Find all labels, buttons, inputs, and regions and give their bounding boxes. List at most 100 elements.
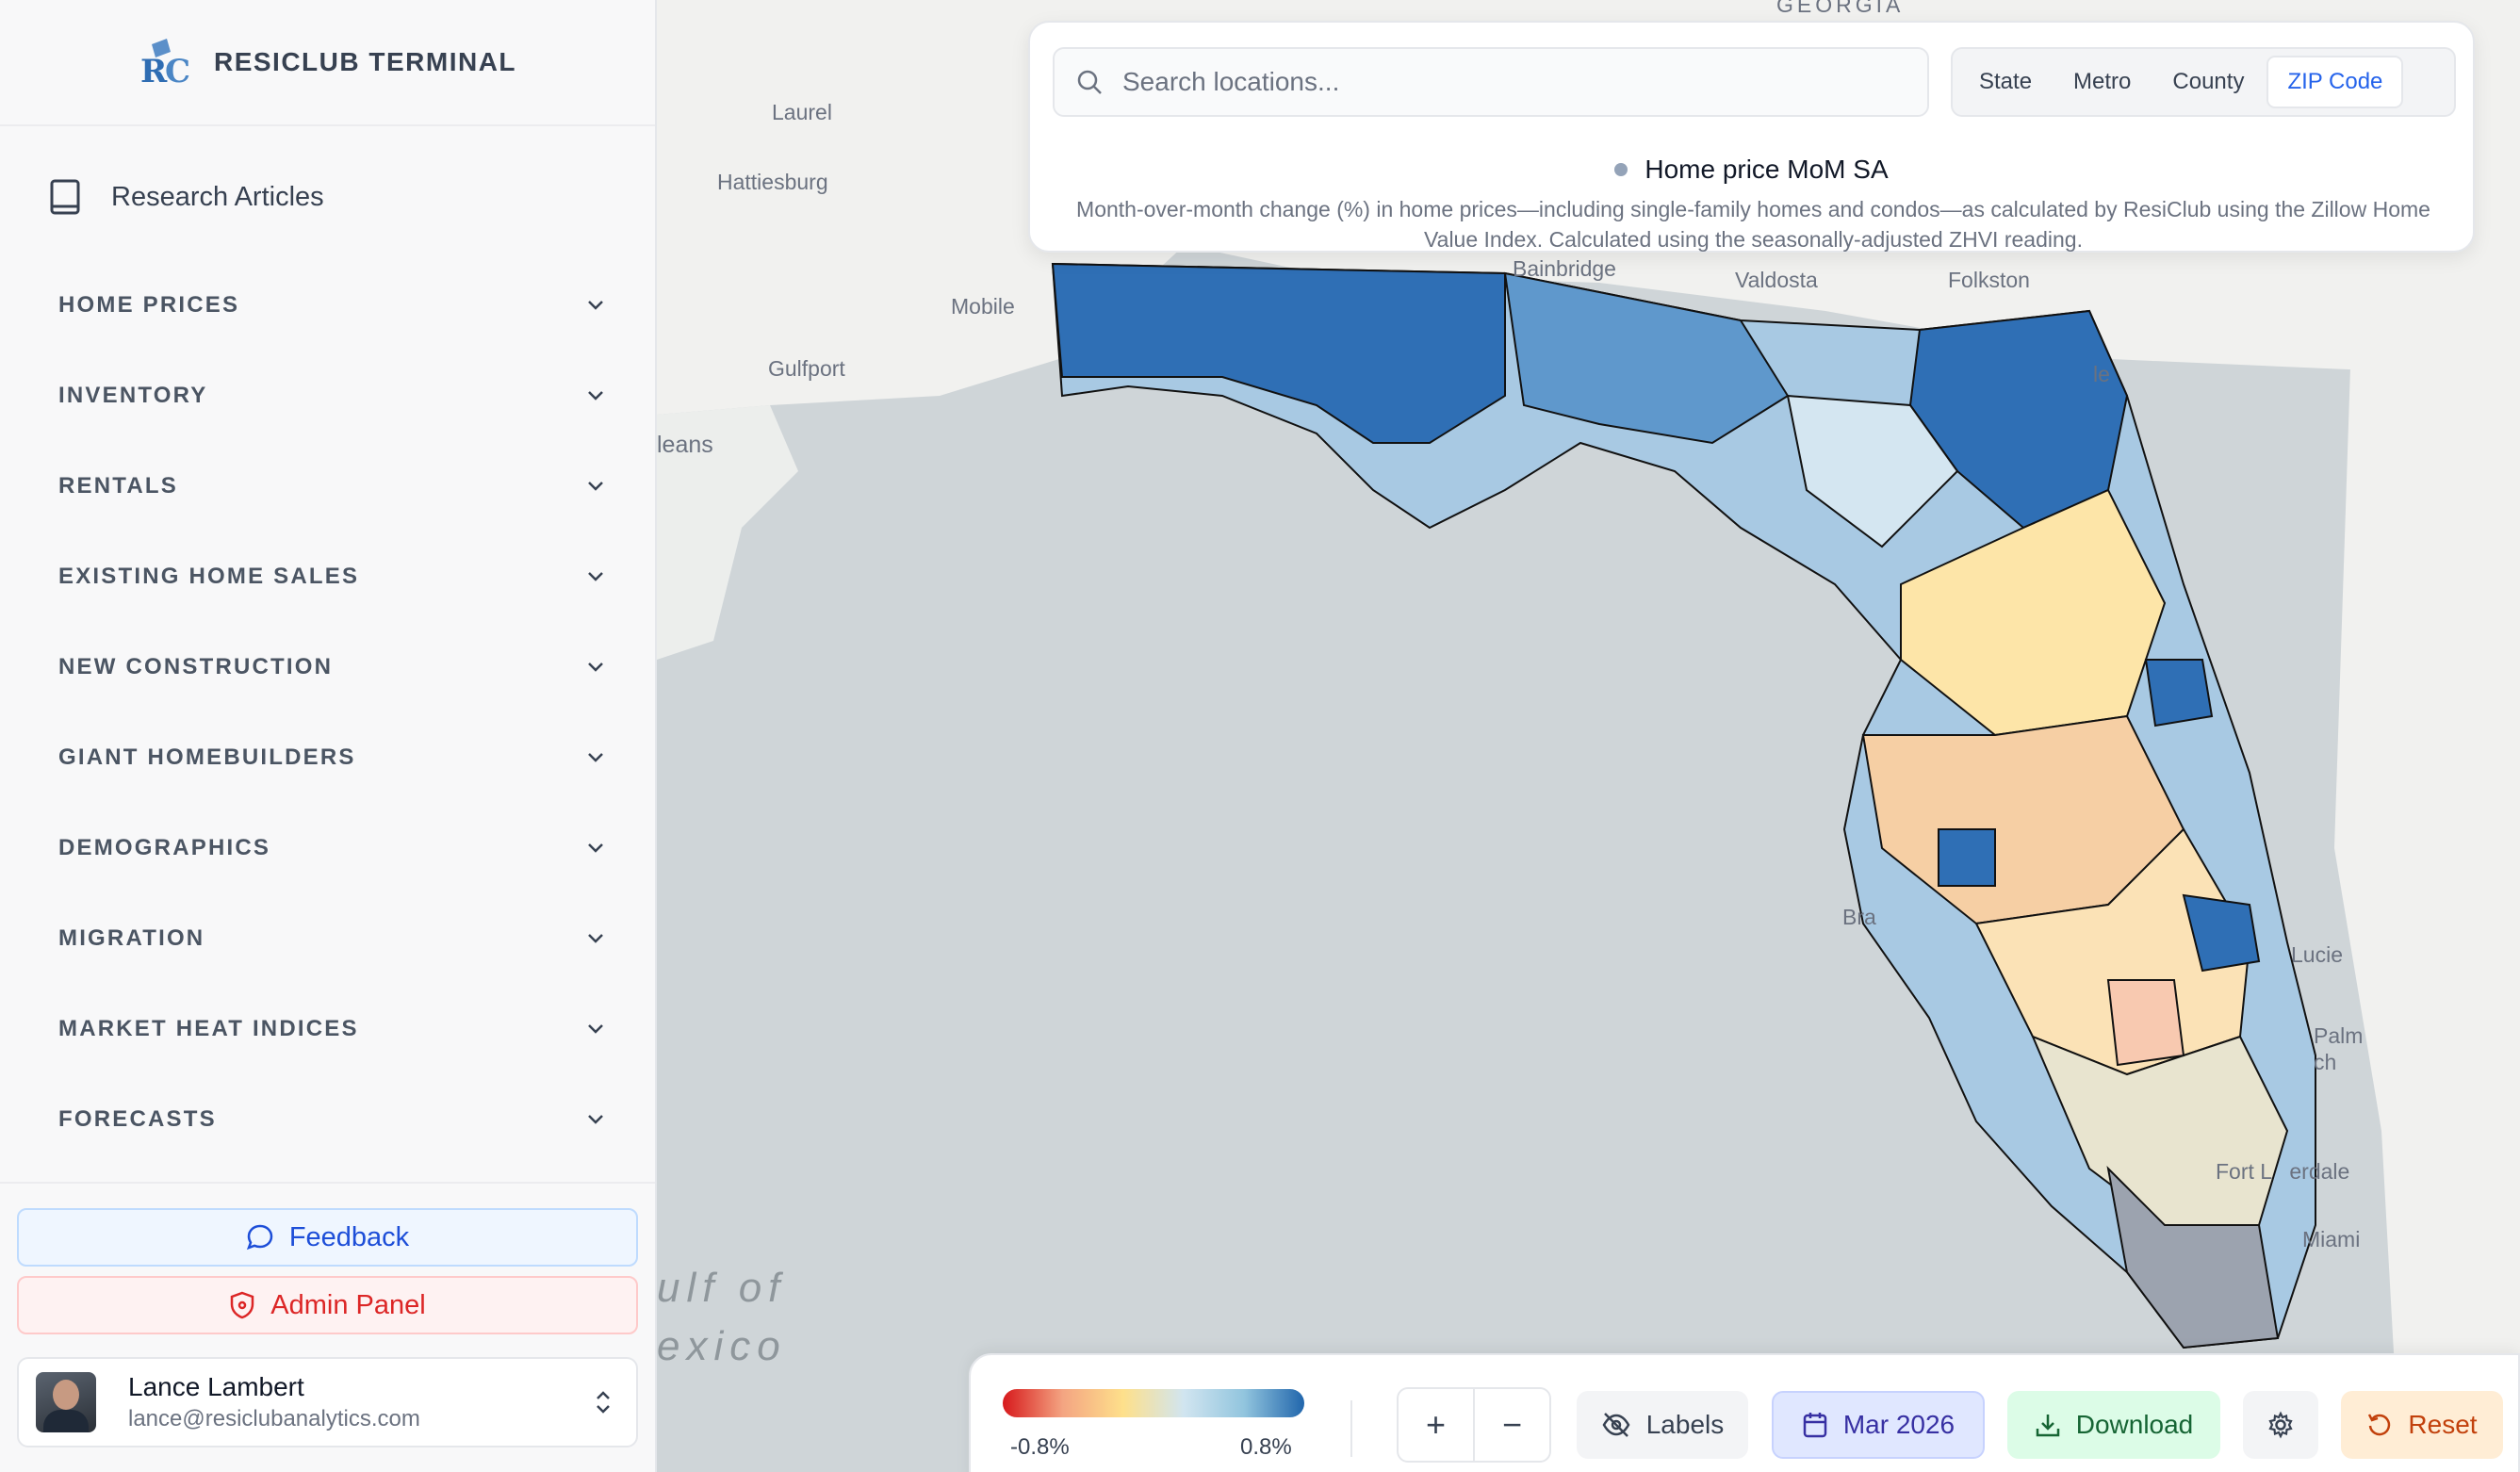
feedback-label: Feedback (288, 1221, 410, 1252)
map-label-georgia: GEORGIA (1776, 0, 1905, 17)
nav-section-inventory[interactable]: INVENTORY (0, 351, 655, 441)
settings-button[interactable] (2243, 1391, 2318, 1459)
nav-section-forecasts[interactable]: FORECASTS (0, 1074, 655, 1165)
labels-toggle-button[interactable]: Labels (1577, 1391, 1748, 1459)
geo-level-selector: State Metro County ZIP Code (1951, 47, 2456, 117)
search-box[interactable] (1053, 47, 1929, 117)
geo-level-state[interactable]: State (1979, 69, 2033, 94)
brand-name: RESICLUB TERMINAL (213, 47, 517, 76)
nav-section-label: DEMOGRAPHICS (58, 835, 271, 860)
nav-section-demographics[interactable]: DEMOGRAPHICS (0, 803, 655, 893)
map-label-gulf-line2: exico (657, 1323, 787, 1369)
nav-section-label: GIANT HOMEBUILDERS (58, 744, 356, 770)
map-control-panel: State Metro County ZIP Code Home price M… (1028, 21, 2475, 253)
research-articles-label: Research Articles (111, 181, 324, 212)
date-picker-button[interactable]: Mar 2026 (1772, 1391, 1985, 1459)
map-label-bradenton: Bra (1842, 905, 1876, 929)
reset-button[interactable]: Reset (2341, 1391, 2503, 1459)
download-icon (2036, 1415, 2059, 1437)
chevron-down-icon (588, 1115, 603, 1124)
chevron-down-icon (588, 1024, 603, 1034)
nav-section-migration[interactable]: MIGRATION (0, 893, 655, 984)
map-label-jacksonville: le (2093, 362, 2110, 386)
admin-panel-button[interactable]: Admin Panel (17, 1276, 638, 1334)
feedback-button[interactable]: Feedback (17, 1208, 638, 1267)
nav-section-label: RENTALS (58, 473, 178, 499)
search-input[interactable] (1122, 67, 1876, 97)
avatar (36, 1372, 96, 1432)
map-label-west-palm-2: ch (2314, 1050, 2337, 1074)
date-label: Mar 2026 (1842, 1410, 1955, 1439)
metric-description: Month-over-month change (%) in home pric… (1076, 197, 2430, 252)
map-toolbar: -0.8% 0.8% + − Labels Mar 2026 Download … (969, 1353, 2520, 1472)
zoom-controls: + − (1397, 1387, 1551, 1463)
eye-off-icon (1602, 1413, 1630, 1437)
download-label: Download (2075, 1410, 2194, 1439)
nav-section-home-prices[interactable]: HOME PRICES (0, 260, 655, 351)
metric-dot-icon (1614, 162, 1628, 176)
reset-label: Reset (2408, 1410, 2478, 1439)
chevron-up-down-icon (597, 1391, 610, 1414)
choropleth-regions (1051, 262, 2316, 1349)
reset-icon (2368, 1414, 2391, 1436)
admin-panel-label: Admin Panel (270, 1289, 426, 1320)
chevron-down-icon (588, 662, 603, 672)
labels-button-label: Labels (1645, 1410, 1725, 1439)
nav-section-label: INVENTORY (58, 383, 208, 408)
chevron-down-icon (588, 753, 603, 762)
nav-section-label: NEW CONSTRUCTION (58, 654, 334, 679)
gear-icon (2268, 1411, 2293, 1439)
map-label-laurel: Laurel (772, 100, 832, 124)
calendar-icon (1803, 1413, 1827, 1438)
metric-title-row: Home price MoM SA (1030, 155, 2473, 185)
map-label-west-palm: Palm (2314, 1023, 2364, 1048)
nav-section-label: HOME PRICES (58, 292, 240, 318)
book-icon (50, 179, 80, 215)
nav-section-new-construction[interactable]: NEW CONSTRUCTION (0, 622, 655, 712)
nav-section-label: EXISTING HOME SALES (58, 564, 360, 589)
nav-sections: HOME PRICES INVENTORY RENTALS EXISTING H… (0, 260, 655, 1165)
shield-icon (231, 1291, 254, 1319)
nav-section-market-heat-indices[interactable]: MARKET HEAT INDICES (0, 984, 655, 1074)
zoom-out-button[interactable]: − (1501, 1405, 1523, 1444)
chevron-down-icon (588, 934, 603, 943)
chat-bubble-icon (246, 1224, 273, 1251)
search-icon (1077, 70, 1102, 94)
legend-min-label: -0.8% (1010, 1434, 1070, 1460)
user-menu[interactable]: Lance Lambert lance@resiclubanalytics.co… (17, 1357, 638, 1447)
svg-text:C: C (165, 53, 190, 86)
download-button[interactable]: Download (2007, 1391, 2220, 1459)
map-label-gulfport: Gulfport (768, 356, 845, 381)
nav-section-existing-home-sales[interactable]: EXISTING HOME SALES (0, 532, 655, 622)
research-articles-link[interactable]: Research Articles (0, 126, 655, 268)
user-email: lance@resiclubanalytics.com (128, 1406, 420, 1431)
map-label-miami: Miami (2302, 1227, 2361, 1251)
chevron-down-icon (588, 572, 603, 581)
rc-logo-icon: R C (140, 39, 190, 86)
geo-level-metro[interactable]: Metro (2073, 69, 2132, 94)
chevron-down-icon (588, 482, 603, 491)
chevron-down-icon (588, 301, 603, 310)
map-label-gulf-line1: ulf of (657, 1265, 787, 1311)
nav-section-giant-homebuilders[interactable]: GIANT HOMEBUILDERS (0, 712, 655, 803)
svg-text:R: R (140, 53, 168, 86)
map-label-fort-lauderdale: Fort L erdale (2216, 1159, 2350, 1184)
nav-section-label: FORECASTS (58, 1106, 217, 1132)
map-label-mobile: Mobile (951, 294, 1015, 319)
geo-level-zip-code[interactable]: ZIP Code (2266, 56, 2404, 108)
metric-title: Home price MoM SA (1645, 155, 1889, 184)
sidebar: R C RESICLUB TERMINAL Research Articles … (0, 0, 657, 1472)
nav-section-rentals[interactable]: RENTALS (0, 441, 655, 532)
map-label-folkston: Folkston (1948, 268, 2030, 292)
chevron-down-icon (588, 391, 603, 401)
zoom-in-button[interactable]: + (1399, 1389, 1475, 1461)
map-label-bainbridge: Bainbridge (1513, 256, 1616, 281)
nav-section-label: MIGRATION (58, 925, 205, 951)
map-label-port-st-lucie: Lucie (2291, 942, 2343, 967)
brand-header[interactable]: R C RESICLUB TERMINAL (0, 0, 655, 126)
toolbar-divider (1350, 1400, 1352, 1457)
geo-level-county[interactable]: County (2172, 69, 2245, 94)
map-label-hattiesburg: Hattiesburg (717, 170, 828, 194)
color-legend-bar (1003, 1389, 1304, 1417)
sidebar-footer: Feedback Admin Panel Lance Lambert lance… (0, 1182, 655, 1447)
